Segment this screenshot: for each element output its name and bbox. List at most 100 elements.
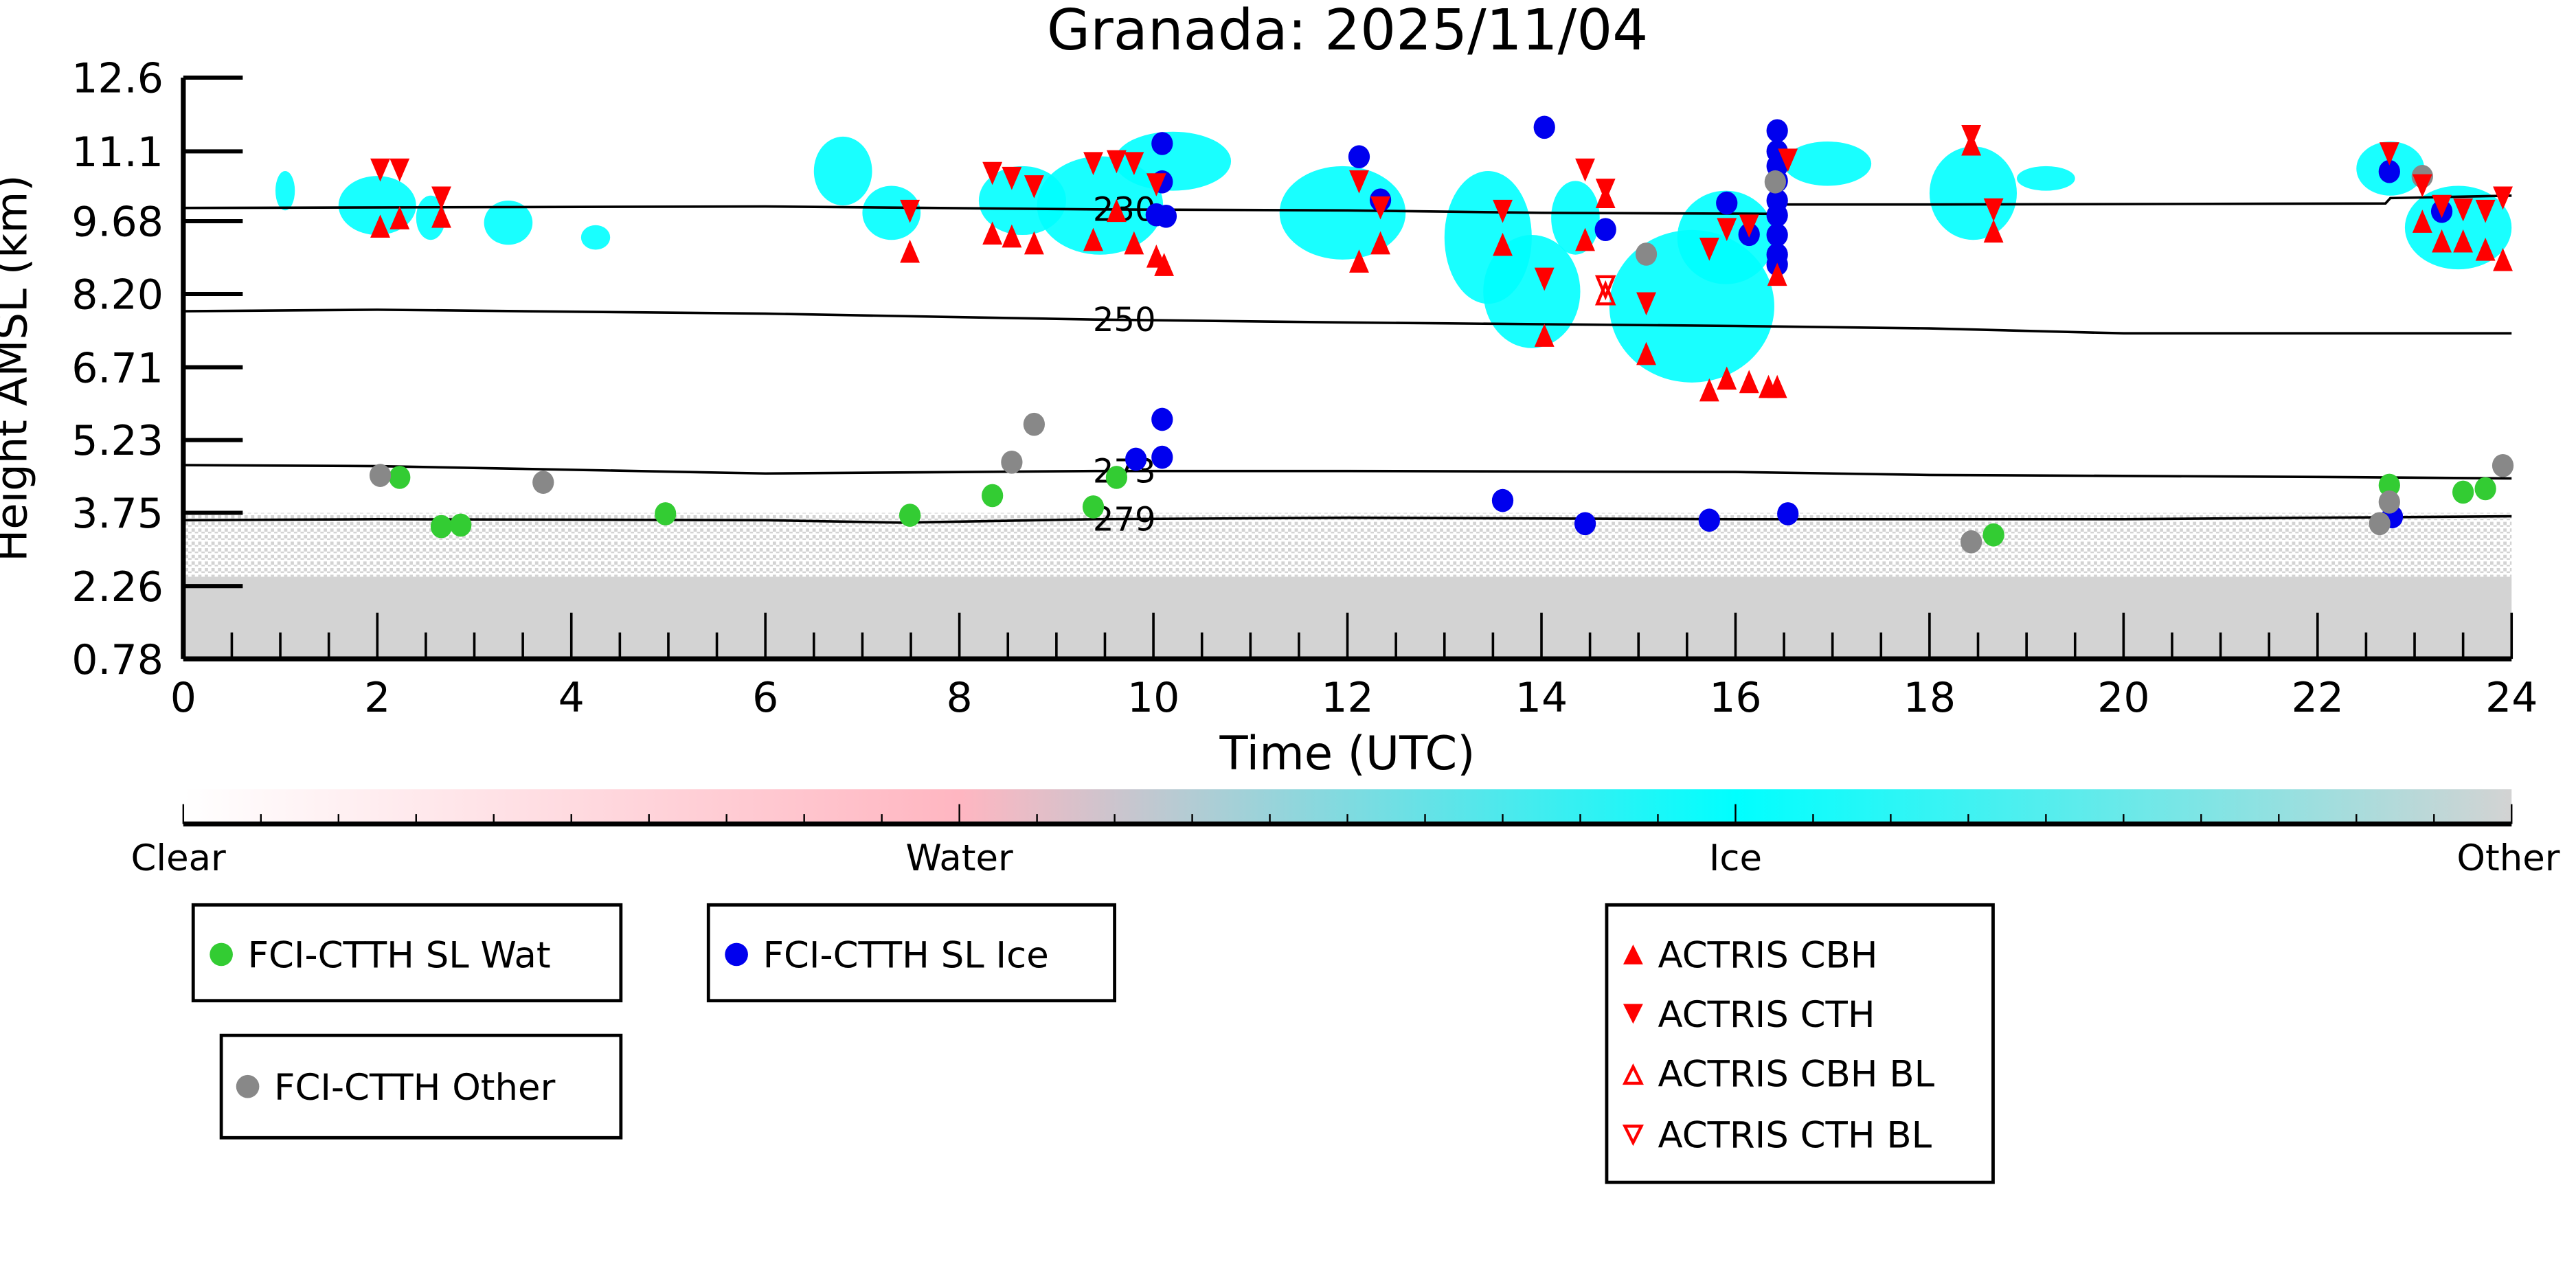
data-point [982, 484, 1004, 508]
data-point [2493, 186, 2513, 210]
cloud-ice-region [1551, 181, 1600, 255]
data-point [2452, 480, 2474, 504]
cloud-other-speckle [183, 512, 2512, 577]
plot-area: 230250273279 [183, 115, 2514, 659]
data-point [2412, 210, 2432, 233]
cloud-ice-region [1929, 146, 2017, 240]
data-point [1699, 378, 1719, 402]
series-fci-ctth-sl-ice [1125, 115, 2453, 536]
y-tick-label: 5.23 [71, 417, 163, 465]
colorbar-label-water: Water [905, 837, 1013, 879]
contour-label: 250 [1093, 301, 1156, 339]
data-point [1106, 150, 1127, 174]
data-point [1717, 218, 1737, 242]
cloud-ice-region [1114, 131, 1232, 191]
x-tick-label: 0 [170, 674, 196, 722]
blue-circle-icon [725, 942, 748, 967]
data-point [1125, 447, 1147, 471]
cloud-ice-region [862, 185, 921, 240]
y-tick-label: 6.71 [71, 344, 163, 392]
y-tick-label: 11.1 [71, 128, 163, 177]
y-tick-label: 0.78 [71, 636, 163, 684]
data-point [2475, 199, 2496, 223]
triangle-up-open-icon [1622, 1063, 1644, 1085]
data-point [389, 158, 410, 182]
data-point [899, 504, 921, 527]
x-tick-label: 4 [558, 674, 585, 722]
data-point [1083, 227, 1103, 251]
triangle-down-open-icon [1622, 1125, 1644, 1146]
data-point [1106, 199, 1127, 223]
cloud-ice-region [275, 170, 295, 211]
data-point [1764, 170, 1786, 194]
data-point [1699, 237, 1719, 261]
contour-line-250 [183, 308, 2512, 335]
data-point [2378, 473, 2400, 497]
data-point [1766, 119, 1788, 143]
cloud-ice-region [1279, 166, 1406, 260]
data-point [1493, 232, 1513, 256]
legend-ice: FCI-CTTH SL Ice [706, 903, 1116, 1003]
data-point [1767, 374, 1787, 398]
data-point [900, 239, 920, 263]
y-tick-label: 2.26 [71, 563, 163, 611]
data-point [2412, 174, 2432, 198]
data-point [1716, 191, 1738, 215]
data-point [1002, 224, 1022, 248]
series-actris-cbh [370, 132, 2513, 402]
legend-label: ACTRIS CTH [1658, 994, 1875, 1036]
data-point [431, 205, 451, 228]
data-point [2453, 198, 2474, 222]
data-point [1594, 218, 1616, 242]
data-point [1370, 231, 1390, 255]
data-point [389, 206, 410, 229]
data-point [532, 471, 554, 494]
contour-line-279 [183, 515, 2512, 524]
legend-label: ACTRIS CBH BL [1658, 1054, 1934, 1096]
data-point [1982, 523, 2004, 547]
data-point [1105, 466, 1128, 489]
data-point [1766, 223, 1788, 247]
data-point [982, 161, 1003, 185]
data-point [1698, 508, 1720, 532]
chart-title: Granada: 2025/11/04 [1047, 0, 1648, 63]
data-point [982, 221, 1003, 245]
data-point [1024, 175, 1044, 199]
series-fci-ctth-other [369, 165, 2514, 554]
data-point [1349, 249, 1369, 273]
data-point [1739, 214, 1759, 238]
series-actris-cth-bl [1594, 275, 1616, 301]
colorbar-label-ice: Ice [1709, 837, 1762, 879]
data-point [655, 502, 677, 526]
data-point [2432, 229, 2452, 253]
legend-label: ACTRIS CBH [1658, 935, 1877, 977]
data-point [430, 515, 453, 539]
x-tick-label: 24 [2485, 674, 2538, 722]
data-point [1124, 231, 1144, 255]
y-tick-label: 12.6 [71, 55, 163, 103]
data-point [1154, 253, 1175, 276]
colorbar-label-clear: Clear [131, 837, 226, 879]
data-point [1083, 152, 1103, 176]
data-point [1575, 158, 1595, 182]
data-point [1778, 148, 1798, 172]
x-tick-label: 6 [752, 674, 778, 722]
data-point [1124, 152, 1144, 176]
x-tick-label: 2 [364, 674, 390, 722]
x-tick-label: 12 [1321, 674, 1373, 722]
x-tick-label: 14 [1515, 674, 1568, 722]
data-point [1717, 366, 1737, 390]
data-point [450, 513, 472, 537]
x-tick-label: 10 [1127, 674, 1179, 722]
y-tick-label: 8.20 [71, 271, 163, 319]
gray-circle-icon [236, 1074, 260, 1098]
data-point [1595, 179, 1616, 202]
data-point [2474, 477, 2496, 501]
data-point [1983, 198, 2004, 222]
cloud-ice-region [813, 136, 872, 206]
data-point [1636, 292, 1656, 316]
data-point [1001, 450, 1023, 474]
triangle-down-icon [1623, 1004, 1643, 1024]
